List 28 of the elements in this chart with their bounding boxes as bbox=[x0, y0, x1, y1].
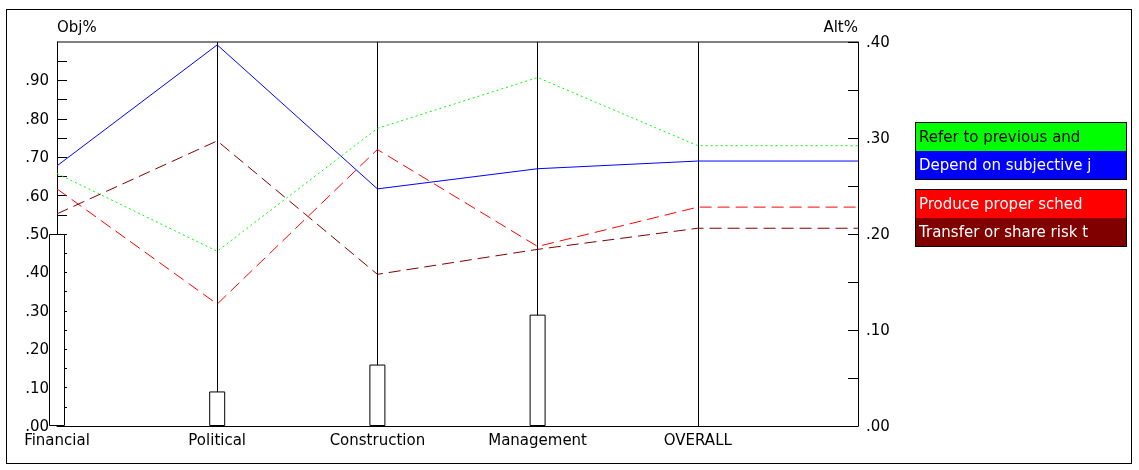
y-tick-label: .70 bbox=[25, 148, 49, 167]
text: Refer to previous and bbox=[916, 123, 1126, 151]
y2-tick-label: .30 bbox=[866, 129, 890, 147]
line-series bbox=[56, 140, 859, 275]
y2-tick-label: .20 bbox=[866, 225, 890, 243]
y-tick-label: .40 bbox=[25, 263, 49, 282]
y2-tick-label: .40 bbox=[866, 33, 890, 51]
y2-tick-label: .10 bbox=[866, 321, 890, 339]
y-tick-label: .10 bbox=[25, 378, 49, 397]
text: Transfer or share risk t bbox=[916, 218, 1126, 246]
y-tick-label: .80 bbox=[25, 109, 49, 128]
y-tick-label: .90 bbox=[25, 71, 49, 90]
y-axis-title: Obj% bbox=[57, 17, 97, 36]
y2-tick-label: .00 bbox=[866, 417, 890, 435]
x-tick-label: Political bbox=[188, 430, 247, 449]
text: Depend on subjective j bbox=[916, 151, 1126, 179]
x-tick-label: Construction bbox=[329, 430, 426, 449]
x-tick-label: Financial bbox=[24, 430, 90, 449]
y-tick-label: .50 bbox=[25, 225, 49, 243]
line-series bbox=[56, 77, 859, 252]
x-tick-label: Management bbox=[488, 430, 588, 449]
line-series bbox=[56, 149, 859, 305]
text: Produce proper sched bbox=[916, 190, 1126, 218]
y2-axis-title: Alt% bbox=[823, 17, 858, 36]
y-tick-label: .30 bbox=[25, 301, 49, 320]
y-tick-label: .20 bbox=[25, 340, 49, 359]
y-tick-label: .60 bbox=[25, 186, 49, 205]
x-tick-label: OVERALL bbox=[663, 430, 733, 449]
